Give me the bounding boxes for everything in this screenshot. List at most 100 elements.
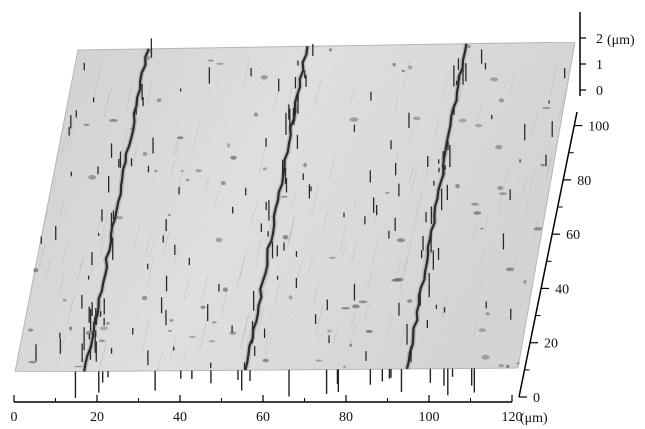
surface-pit [505, 364, 510, 369]
texture-streak [79, 254, 85, 270]
surface-pit [328, 48, 332, 52]
surface-pit [220, 180, 226, 186]
z-axis: 0 1 2 (μm) [579, 12, 635, 99]
texture-streak [442, 76, 449, 99]
x-tick-label: 80 [339, 410, 353, 425]
texture-streak [328, 158, 335, 180]
surface-pit [167, 214, 172, 217]
surface-pit [365, 329, 373, 334]
texture-streak [386, 316, 393, 339]
z-tick-label: 1 [596, 58, 603, 73]
surface-pit [200, 305, 206, 309]
y-tick-label: 60 [566, 228, 580, 243]
texture-streak [173, 249, 179, 269]
texture-streak [409, 165, 418, 198]
texture-streak [458, 77, 466, 102]
texture-streak [291, 191, 297, 207]
surface-pit [215, 237, 223, 243]
texture-streak [193, 118, 201, 149]
surface-pit [478, 328, 486, 333]
surface-pit [408, 65, 413, 70]
surface-pit [497, 185, 504, 190]
y-axis: 0 20 40 60 80 100 [518, 111, 609, 406]
surface-pit [28, 360, 37, 364]
surface-pit [222, 287, 228, 292]
texture-streak [288, 217, 296, 241]
x-tick-label: 100 [419, 410, 440, 425]
texture-streak [144, 230, 152, 257]
x-axis-unit: (μm) [520, 411, 548, 426]
surface-base [14, 41, 576, 373]
texture-streak [182, 348, 188, 363]
surface-pit [253, 112, 258, 117]
surface-plane [14, 38, 576, 398]
texture-streak [479, 249, 485, 268]
texture-streak [69, 295, 75, 311]
texture-streak [98, 229, 107, 259]
texture-streak [399, 328, 405, 350]
surface-pit [315, 359, 323, 362]
texture-streak [236, 259, 245, 288]
texture-streak [61, 131, 69, 153]
x-tick-label: 0 [11, 410, 18, 425]
surface-pit [474, 123, 483, 128]
texture-streak [479, 277, 484, 292]
surface-pit [401, 69, 406, 73]
surface-pit [480, 227, 484, 230]
x-axis: 0 20 40 60 80 100 120 (μm) [11, 395, 548, 426]
texture-streak [38, 243, 46, 268]
surface-pit [495, 144, 503, 150]
surface-pit [109, 119, 118, 122]
texture-streak [163, 231, 170, 255]
surface-pit [115, 216, 123, 220]
texture-streak [407, 130, 413, 146]
surface-pit [105, 322, 110, 325]
surface-pit [186, 178, 190, 182]
texture-streak [95, 309, 102, 329]
y-tick-label: 80 [577, 174, 591, 189]
texture-streak [497, 192, 504, 214]
x-tick-label: 60 [256, 410, 270, 425]
texture-streak [144, 316, 151, 336]
surface-pit [262, 358, 269, 363]
surface-pit [505, 267, 515, 272]
y-tick-label: 100 [588, 120, 609, 135]
texture-streak [148, 244, 154, 258]
texture-streak [339, 224, 347, 253]
texture-streak [266, 336, 272, 355]
surface-pit [329, 256, 336, 259]
surface-pit [211, 321, 217, 324]
texture-streak [214, 184, 221, 209]
texture-streak [316, 304, 324, 332]
texture-streak [558, 91, 566, 120]
surface-pit [85, 330, 94, 336]
surface-pit [28, 328, 34, 332]
surface-pit [146, 55, 151, 60]
texture-streak [89, 261, 95, 277]
texture-streak [274, 277, 282, 304]
x-tick-label: 120 [502, 410, 523, 425]
texture-streak [92, 67, 102, 100]
texture-streak [421, 246, 428, 267]
surface-pit [533, 227, 543, 231]
surface-pit [498, 363, 504, 368]
surface-pit [156, 98, 162, 103]
texture-streak [402, 58, 411, 89]
texture-streak [183, 277, 190, 301]
surface-pit [458, 118, 467, 123]
surface-pit [33, 268, 39, 273]
surface-pit [98, 339, 106, 343]
texture-streak [59, 197, 66, 217]
texture-streak [61, 242, 68, 265]
y-tick-label: 20 [544, 337, 558, 352]
texture-streak [133, 225, 140, 250]
y-tick-label: 0 [533, 391, 540, 406]
surface-pit [341, 307, 351, 310]
surface-pit [288, 295, 293, 300]
texture-streak [287, 212, 296, 243]
texture-streak [549, 66, 557, 97]
surface-pit [169, 319, 174, 322]
surface-pit [455, 184, 460, 189]
groove-line [405, 43, 468, 370]
